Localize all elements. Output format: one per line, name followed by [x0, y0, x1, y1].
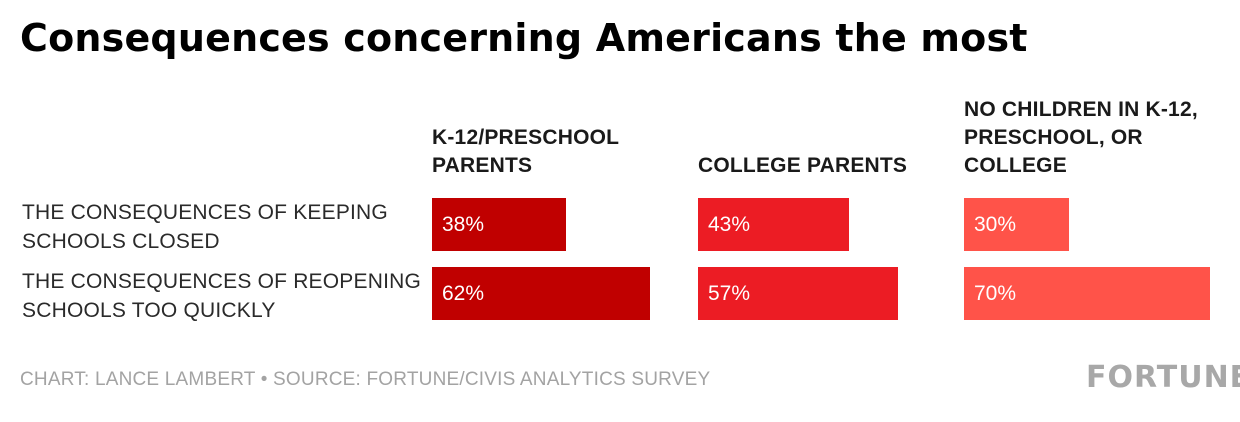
bar-k-12-preschool-parents-row-1: 38% [432, 198, 566, 251]
chart-title: Consequences concerning Americans the mo… [20, 16, 1028, 60]
bar-no-children-in-k-12-preschool-or-college-row-2: 70% [964, 267, 1210, 320]
bar-value-label: 70% [974, 281, 1017, 305]
bar-value-label: 57% [708, 281, 751, 305]
bar-college-parents-row-1: 43% [698, 198, 849, 251]
column-header-no-children-in-k-12-preschool-or-college: NO CHILDREN IN K-12, PRESCHOOL, OR COLLE… [964, 98, 1198, 177]
row-label-2: THE CONSEQUENCES OF REOPENING SCHOOLS TO… [22, 270, 422, 322]
bar-college-parents-row-2: 57% [698, 267, 898, 320]
bar-value-label: 43% [708, 212, 751, 236]
source-credit: CHART: LANCE LAMBERT • SOURCE: FORTUNE/C… [20, 369, 711, 390]
fortune-logo: FORTUNE [1086, 360, 1240, 395]
bar-value-label: 62% [442, 281, 485, 305]
column-header-college-parents: COLLEGE PARENTS [698, 154, 908, 177]
column-header-k-12-preschool-parents: K-12/PRESCHOOL PARENTS [432, 126, 619, 177]
bar-no-children-in-k-12-preschool-or-college-row-1: 30% [964, 198, 1069, 251]
row-label-1: THE CONSEQUENCES OF KEEPING SCHOOLS CLOS… [22, 201, 388, 253]
bar-value-label: 30% [974, 212, 1017, 236]
bar-value-label: 38% [442, 212, 485, 236]
bar-k-12-preschool-parents-row-2: 62% [432, 267, 650, 320]
